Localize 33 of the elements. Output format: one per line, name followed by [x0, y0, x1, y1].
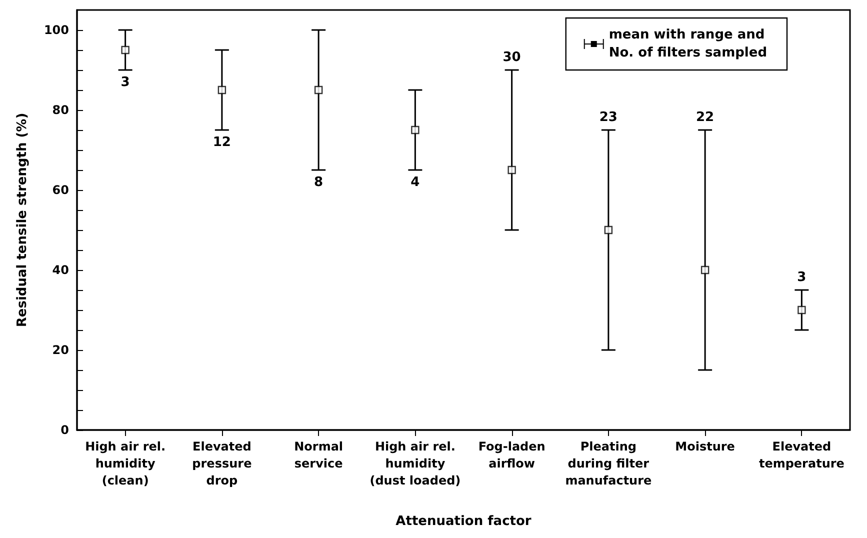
point	[604, 226, 613, 234]
y-tick-label: 20	[52, 343, 69, 357]
point	[218, 86, 226, 94]
annotation: 22	[696, 110, 714, 125]
legend-label: mean with range and No. of filters sampled	[608, 28, 768, 60]
annotation: 3	[120, 75, 130, 90]
point	[798, 306, 806, 314]
x-tick-label: Fog-laden airflow	[478, 440, 546, 470]
x-tick-label: Normal service	[294, 440, 344, 470]
x-tick-label: Pleating during filter manufacture	[565, 440, 652, 488]
y-tick-label: 80	[52, 103, 69, 117]
annotation: 12	[212, 135, 231, 150]
point	[700, 266, 710, 274]
point	[314, 86, 323, 94]
x-tick-label: Elevated temperature	[758, 440, 844, 470]
x-axis-title: Attenuation factor	[396, 514, 532, 529]
x-tick-label: Moisture	[675, 440, 735, 454]
annotation: 3	[797, 270, 806, 285]
annotation: 8	[314, 175, 324, 190]
y-tick-label: 40	[52, 263, 69, 277]
annotation: 23	[599, 110, 618, 125]
y-tick-label: 0	[60, 423, 69, 437]
point	[411, 126, 420, 134]
y-tick-label: 60	[52, 183, 69, 197]
point	[508, 166, 516, 174]
y-axis-title: Residual tensile strength (%)	[15, 112, 30, 328]
annotation: 4	[410, 175, 420, 190]
point	[121, 46, 130, 54]
x-tick-label: High air rel. humidity (dust loaded)	[370, 440, 461, 488]
y-tick-label: 100	[44, 23, 69, 37]
x-tick-label: High air rel. humidity (clean)	[85, 440, 166, 488]
annotation: 30	[502, 50, 521, 65]
x-tick-label: Elevated pressure drop	[192, 440, 252, 488]
